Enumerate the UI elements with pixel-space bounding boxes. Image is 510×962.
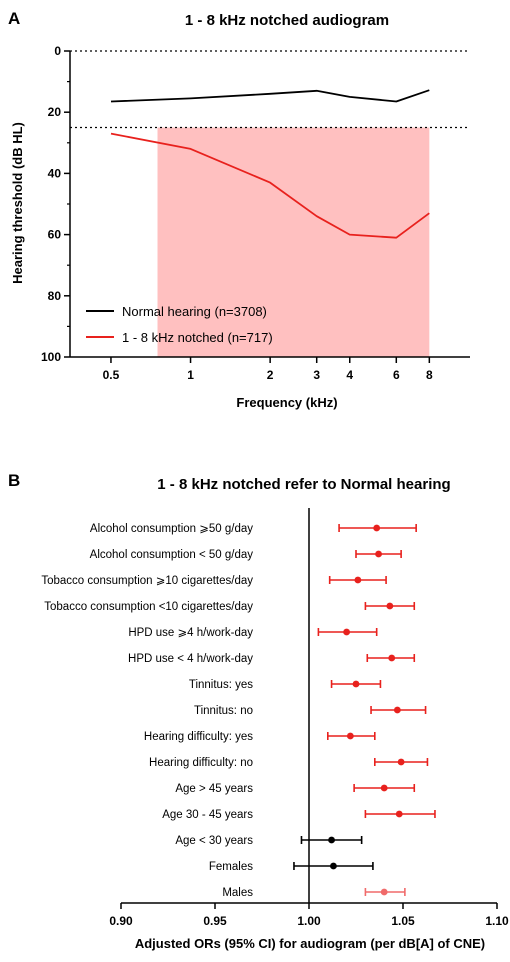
row-label: Hearing difficulty: yes <box>144 731 253 743</box>
x-tick-label: 4 <box>346 368 353 382</box>
or-point <box>395 810 403 818</box>
panel-b-title: 1 - 8 kHz notched refer to Normal hearin… <box>157 476 450 493</box>
row-label: Tobacco consumption <10 cigarettes/day <box>44 601 253 613</box>
panel-a-plot: 0 20 40 60 80 100 0.5 1 2 3 4 6 8 Normal hearing (n=3… <box>41 44 470 382</box>
or-point <box>388 654 396 662</box>
y-tick-label: 100 <box>41 350 61 364</box>
series-line-normal-hearing <box>110 89 430 103</box>
x-tick-label: 1 <box>187 368 194 382</box>
panel-a-x-axis-title: Frequency (kHz) <box>236 395 337 410</box>
or-point <box>380 784 388 792</box>
or-point <box>328 836 335 844</box>
legend-label: Normal hearing (n=3708) <box>122 304 267 319</box>
x-tick-label: 3 <box>313 368 320 382</box>
row-label: Tobacco consumption ⩾10 cigarettes/day <box>41 575 253 587</box>
forest-x-tick-label: 0.95 <box>203 914 227 928</box>
or-point <box>352 680 360 688</box>
legend-label: 1 - 8 kHz notched (n=717) <box>122 330 273 345</box>
x-tick-label: 6 <box>393 368 400 382</box>
or-point <box>330 862 337 870</box>
panel-b-x-axis-title: Adjusted ORs (95% CI) for audiogram (per… <box>135 936 485 951</box>
row-label: Females <box>209 861 253 873</box>
x-tick-label: 2 <box>267 368 274 382</box>
row-label: Hearing difficulty: no <box>149 757 253 769</box>
y-tick-label: 20 <box>48 105 62 119</box>
row-label: Age 30 - 45 years <box>162 809 253 821</box>
forest-x-tick-label: 1.00 <box>297 914 321 928</box>
panel-a-title: 1 - 8 kHz notched audiogram <box>185 12 389 29</box>
y-tick-label: 0 <box>54 44 61 58</box>
or-point <box>380 888 388 896</box>
y-tick-label: 60 <box>48 228 62 242</box>
row-label: HPD use < 4 h/work-day <box>128 653 253 665</box>
forest-x-tick-label: 1.10 <box>485 914 509 928</box>
or-point <box>386 602 394 610</box>
panel-b-plot: 0.90 0.95 1.00 1.05 1.10 Alcohol consumption … <box>41 508 509 928</box>
row-label: Age < 30 years <box>175 835 253 847</box>
panel-a-y-axis-title: Hearing threshold (dB HL) <box>10 122 25 284</box>
row-label: Age > 45 years <box>175 783 253 795</box>
or-point <box>373 524 381 532</box>
or-point <box>354 576 362 584</box>
row-label: Alcohol consumption < 50 g/day <box>90 549 254 561</box>
or-point <box>346 732 354 740</box>
or-point <box>393 706 401 714</box>
row-label: Alcohol consumption ⩾50 g/day <box>90 523 253 535</box>
x-tick-label: 8 <box>426 368 433 382</box>
notch-shaded-region <box>157 127 430 357</box>
row-label: Tinnitus: no <box>194 705 253 717</box>
forest-x-tick-label: 0.90 <box>109 914 133 928</box>
forest-x-tick-label: 1.05 <box>391 914 415 928</box>
y-tick-label: 80 <box>48 289 62 303</box>
row-label: Tinnitus: yes <box>189 679 253 691</box>
series-line-notched <box>110 132 430 239</box>
x-tick-label: 0.5 <box>103 368 120 382</box>
panel-a-letter: A <box>8 9 20 28</box>
row-label: Males <box>222 887 253 899</box>
or-point <box>375 550 382 558</box>
y-tick-label: 40 <box>48 166 62 180</box>
row-label: HPD use ⩾4 h/work-day <box>128 627 253 639</box>
panel-b-letter: B <box>8 471 20 490</box>
or-point <box>343 628 350 636</box>
or-point <box>397 758 405 766</box>
